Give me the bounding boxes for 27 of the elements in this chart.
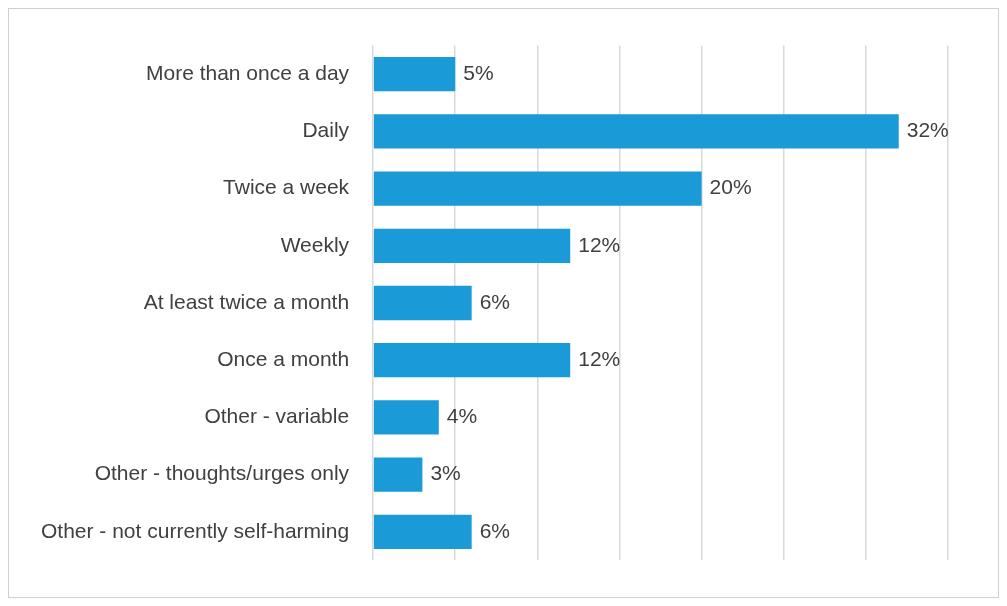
data-label: 6% — [479, 518, 511, 542]
bar — [373, 343, 571, 378]
data-label: 12% — [578, 347, 621, 370]
data-label: 20% — [709, 175, 752, 199]
data-label: 3% — [430, 461, 461, 485]
bar — [373, 514, 472, 549]
y-tick-label: Daily — [302, 118, 350, 142]
y-tick-label: Other - not currently self-harming — [41, 518, 350, 542]
bar — [373, 57, 456, 92]
y-tick-label: Once a month — [217, 347, 350, 370]
bar — [373, 228, 571, 263]
data-label: 32% — [906, 118, 949, 142]
bar — [373, 171, 702, 206]
y-tick-label: Weekly — [280, 232, 350, 256]
y-tick-label: Other - variable — [204, 404, 350, 428]
bar — [373, 400, 439, 435]
y-tick-label: More than once a day — [145, 61, 350, 84]
bar — [373, 285, 472, 321]
data-label: 5% — [463, 61, 494, 84]
data-label: 4% — [446, 404, 478, 428]
y-tick-label: Other - thoughts/urges only — [94, 461, 350, 485]
y-tick-label: At least twice a month — [143, 289, 350, 313]
bar — [373, 114, 899, 149]
data-label: 6% — [479, 289, 511, 313]
bar — [373, 457, 423, 492]
y-tick-label: Twice a week — [223, 175, 350, 199]
data-label: 12% — [578, 232, 621, 256]
